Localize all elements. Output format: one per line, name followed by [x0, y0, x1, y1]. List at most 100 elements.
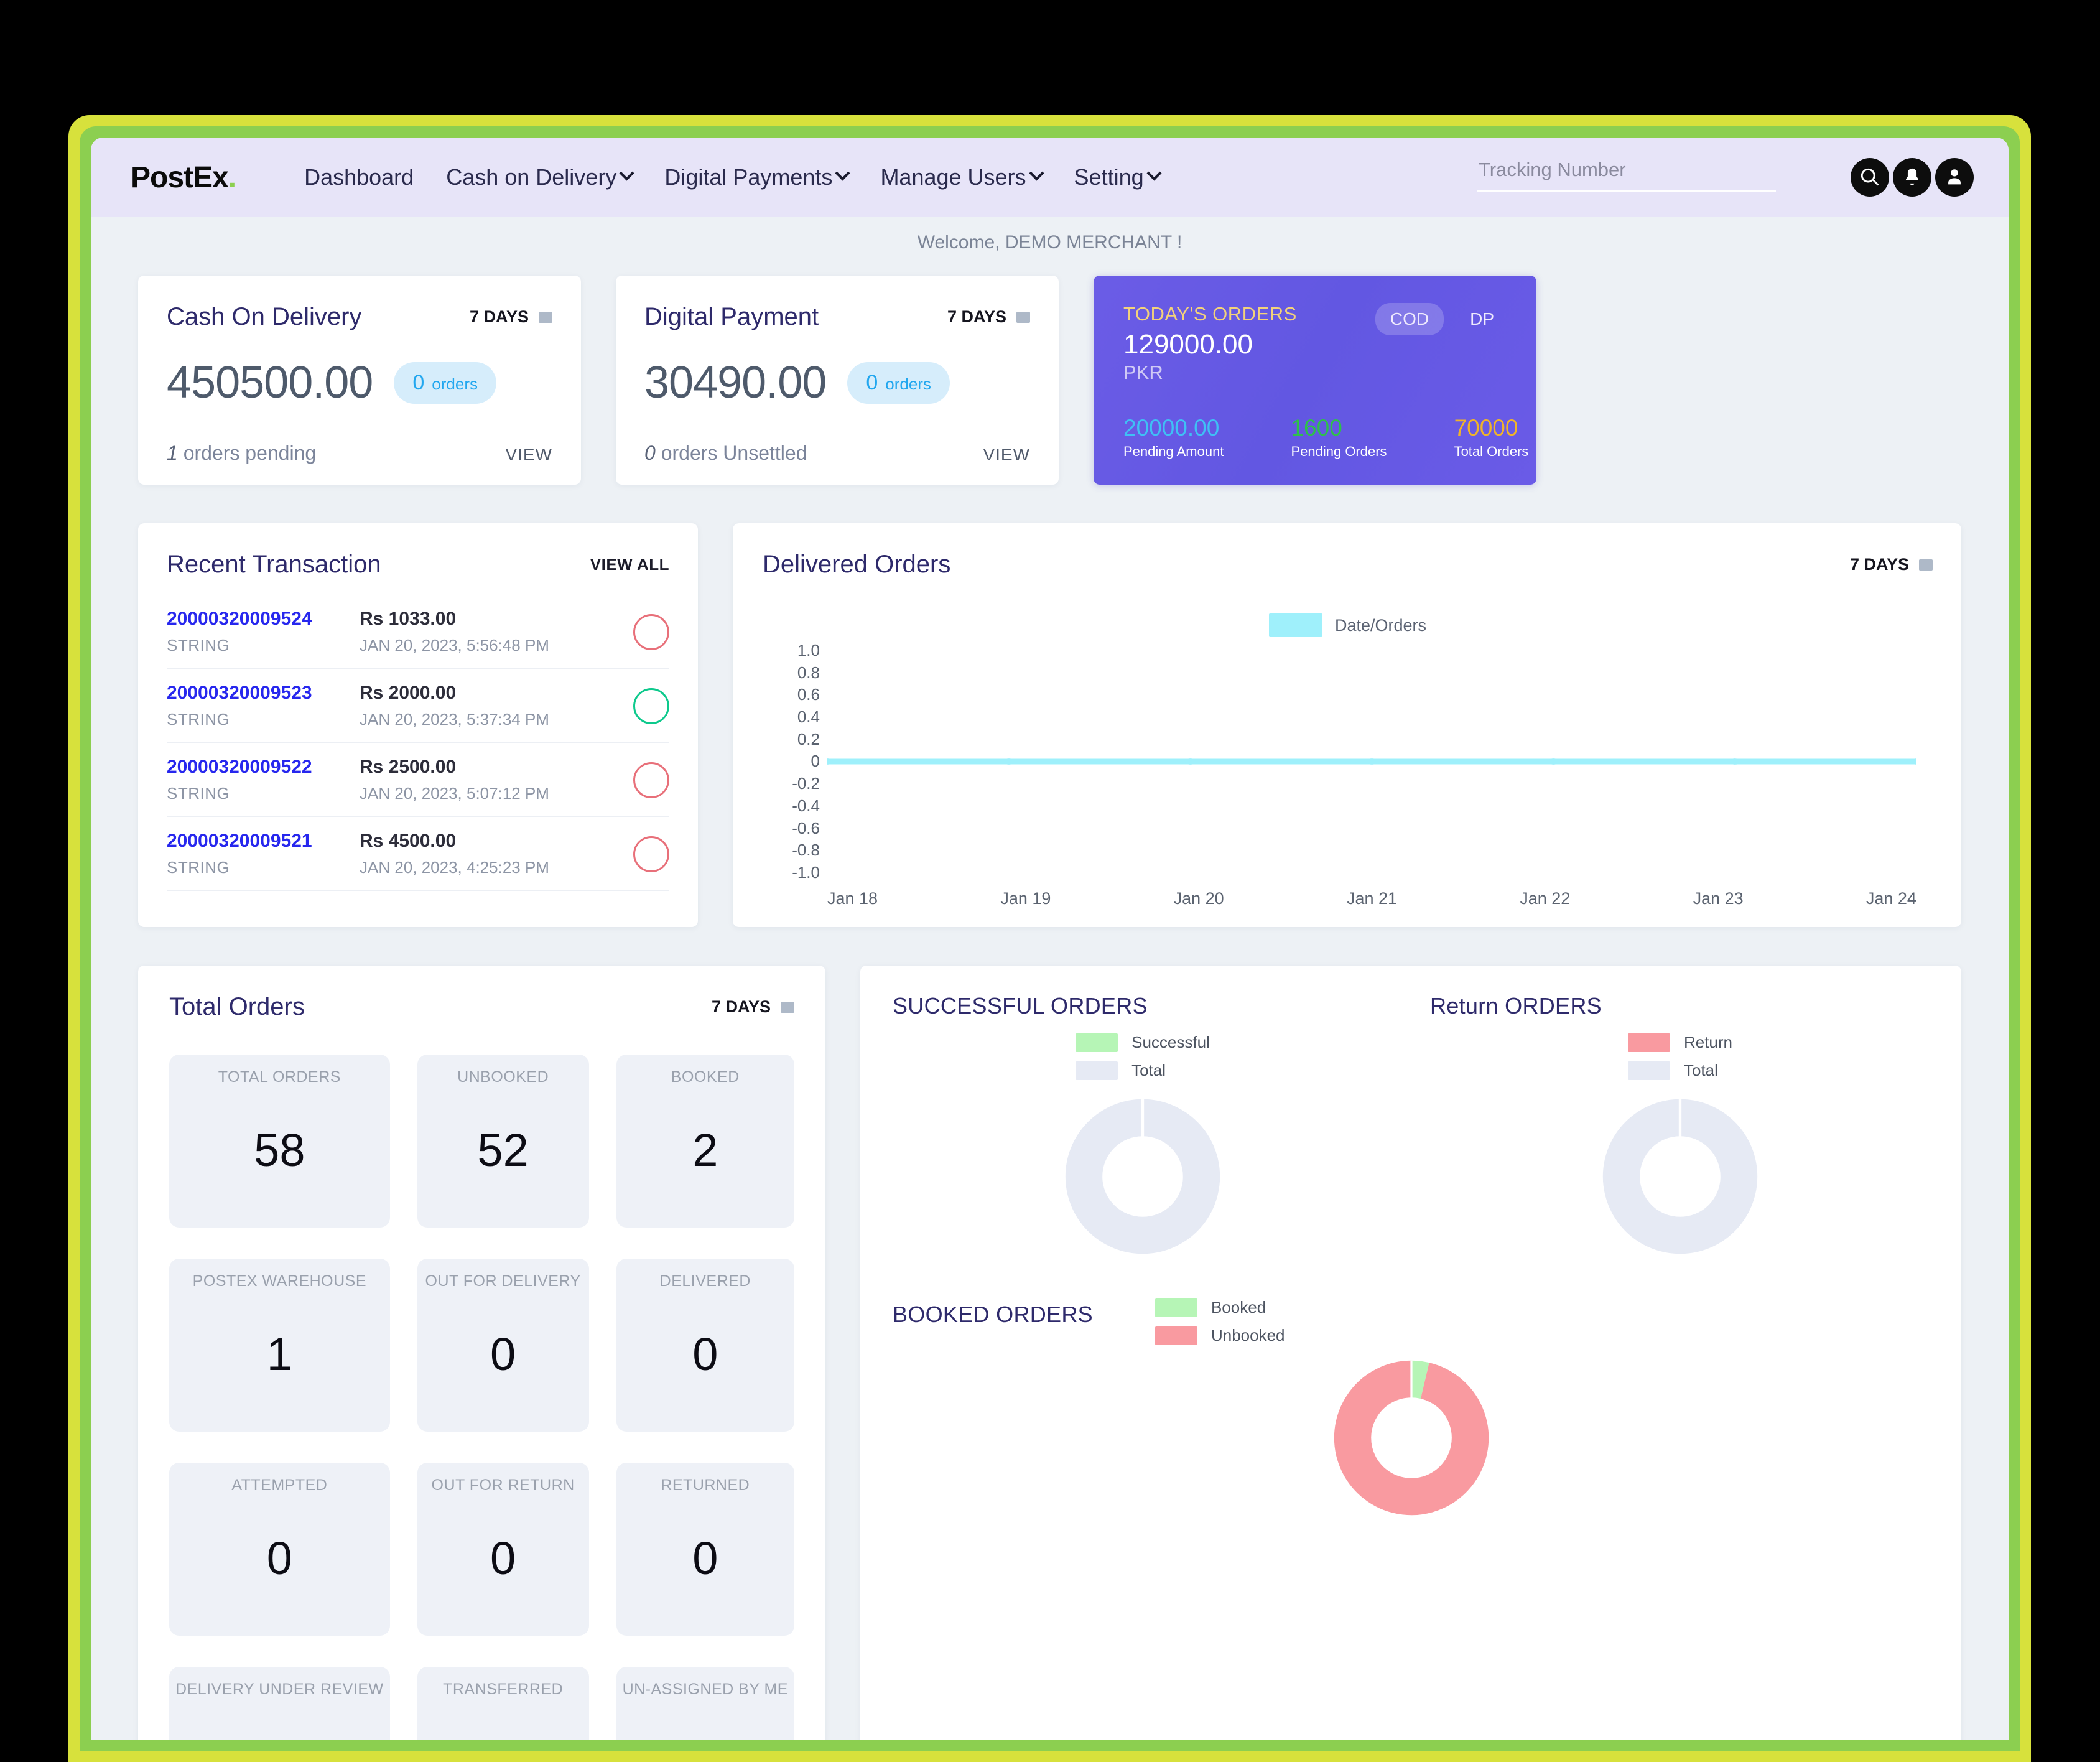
total-orders-header: Total Orders 7 DAYS	[169, 993, 794, 1021]
tracking-number-input[interactable]	[1477, 156, 1776, 192]
tile-label: UN-ASSIGNED BY ME	[622, 1680, 788, 1698]
cod-card-title: Cash On Delivery	[167, 303, 362, 330]
total-orders-title: Total Orders	[169, 993, 305, 1020]
transaction-datetime: JAN 20, 2023, 5:07:12 PM	[360, 784, 549, 803]
legend-swatch-total	[1076, 1061, 1118, 1080]
payment-type-toggle: COD DP	[1375, 303, 1509, 335]
dp-card-header: Digital Payment 7 DAYS	[644, 303, 1030, 331]
stat-label: Pending Orders	[1291, 444, 1387, 459]
legend-swatch-date-orders	[1268, 613, 1322, 637]
donut-pair-row: SUCCESSFUL ORDERS Successful Total	[893, 993, 1930, 1261]
y-tick: -0.2	[792, 774, 820, 793]
transaction-amount: Rs 4500.00	[360, 831, 457, 851]
dp-range-selector[interactable]: 7 DAYS	[947, 307, 1030, 327]
tile-label: DELIVERED	[659, 1272, 751, 1290]
tile-returned[interactable]: RETURNED 0	[616, 1463, 794, 1636]
tile-delivery-under-review[interactable]: DELIVERY UNDER REVIEW0	[169, 1667, 390, 1740]
top-navigation-bar: PostEx. Dashboard Cash on Delivery Digit…	[91, 138, 2009, 217]
transaction-tracking-id[interactable]: 20000320009521	[167, 831, 312, 851]
transaction-tracking-id[interactable]: 20000320009522	[167, 757, 312, 777]
tile-un-assigned-by-me[interactable]: UN-ASSIGNED BY ME3	[616, 1667, 794, 1740]
cod-orders-unit: orders	[432, 374, 478, 393]
legend-swatch-return	[1627, 1033, 1670, 1052]
donut-svg	[1065, 1099, 1220, 1254]
tile-value: 0	[490, 1328, 516, 1380]
tile-delivered[interactable]: DELIVERED 0	[616, 1259, 794, 1432]
return-orders-chart: Return ORDERS Return Total	[1430, 993, 1930, 1261]
view-all-link[interactable]: VIEW ALL	[590, 555, 669, 574]
table-row[interactable]: 20000320009522 STRING Rs 2500.00 JAN 20,…	[167, 743, 669, 817]
tile-transferred[interactable]: TRANSFERRED0	[417, 1667, 589, 1740]
return-orders-title: Return ORDERS	[1430, 993, 1602, 1019]
stat-value: 1600	[1291, 415, 1342, 441]
transaction-id-cell: 20000320009523 STRING	[167, 683, 360, 729]
tile-label: OUT FOR RETURN	[431, 1476, 575, 1494]
stat-value: 20000.00	[1123, 415, 1220, 441]
cod-view-link[interactable]: VIEW	[505, 445, 552, 464]
tile-label: POSTEX WAREHOUSE	[192, 1272, 366, 1290]
nav-menu: Dashboard Cash on Delivery Digital Payme…	[304, 164, 1162, 190]
booked-orders-donut	[893, 1354, 1930, 1522]
transaction-amount: Rs 2500.00	[360, 757, 457, 777]
tile-out-for-delivery[interactable]: OUT FOR DELIVERY 0	[417, 1259, 589, 1432]
y-tick: 0.8	[797, 663, 820, 682]
nav-label: Cash on Delivery	[446, 164, 617, 190]
orders-donuts-card: SUCCESSFUL ORDERS Successful Total	[860, 966, 1961, 1740]
transaction-tracking-id[interactable]: 20000320009524	[167, 608, 312, 629]
legend-item-total: Total	[1627, 1061, 1718, 1080]
cod-range-selector[interactable]: 7 DAYS	[470, 307, 552, 327]
orders-donuts-row: Total Orders 7 DAYS TOTAL ORDERS 58 UNBOO…	[138, 966, 1961, 1740]
nav-label: Setting	[1074, 164, 1144, 190]
user-account-icon[interactable]	[1935, 158, 1974, 197]
return-orders-legend: Return Total	[1627, 1033, 1732, 1080]
todays-orders-summary: TODAY'S ORDERS 129000.00 PKR	[1123, 303, 1297, 384]
x-tick: Jan 20	[1173, 889, 1224, 908]
nav-item-cash-on-delivery[interactable]: Cash on Delivery	[446, 164, 634, 190]
stat-total-orders: 70000 Total Orders	[1454, 416, 1529, 460]
todays-orders-stats: 20000.00 Pending Amount 1600 Pending Ord…	[1123, 416, 1528, 460]
nav-item-digital-payments[interactable]: Digital Payments	[664, 164, 850, 190]
tile-postex-warehouse[interactable]: POSTEX WAREHOUSE 1	[169, 1259, 390, 1432]
legend-label-unbooked: Unbooked	[1210, 1326, 1285, 1345]
total-orders-range-selector[interactable]: 7 DAYS	[712, 997, 794, 1017]
transaction-type: STRING	[167, 858, 230, 877]
transactions-chart-row: Recent Transaction VIEW ALL 200003200095…	[138, 523, 1961, 927]
table-row[interactable]: 20000320009524 STRING Rs 1033.00 JAN 20,…	[167, 595, 669, 669]
legend-item-unbooked: Unbooked	[1155, 1326, 1285, 1345]
metrics-row: Cash On Delivery 7 DAYS 450500.00 0 orde…	[138, 276, 1961, 485]
tile-out-for-return[interactable]: OUT FOR RETURN 0	[417, 1463, 589, 1636]
dp-card-footer: 0 orders Unsettled VIEW	[644, 442, 1030, 465]
tile-label: RETURNED	[661, 1476, 750, 1494]
tile-booked[interactable]: BOOKED 2	[616, 1055, 794, 1228]
tile-value: 3	[692, 1699, 718, 1740]
table-row[interactable]: 20000320009521 STRING Rs 4500.00 JAN 20,…	[167, 817, 669, 891]
dp-view-link[interactable]: VIEW	[983, 445, 1030, 464]
notification-bell-icon[interactable]	[1893, 158, 1931, 197]
app-viewport: PostEx. Dashboard Cash on Delivery Digit…	[91, 138, 2009, 1740]
nav-item-dashboard[interactable]: Dashboard	[304, 164, 414, 190]
tile-unbooked[interactable]: UNBOOKED 52	[417, 1055, 589, 1228]
tile-value: 2	[692, 1124, 718, 1176]
tile-value: 0	[490, 1699, 516, 1740]
search-icon[interactable]	[1851, 158, 1889, 197]
y-tick: 0.6	[797, 685, 820, 704]
tile-total-orders[interactable]: TOTAL ORDERS 58	[169, 1055, 390, 1228]
dropdown-square-icon	[781, 1001, 794, 1013]
transaction-type: STRING	[167, 636, 230, 655]
transaction-tracking-id[interactable]: 20000320009523	[167, 683, 312, 703]
tile-attempted[interactable]: ATTEMPTED 0	[169, 1463, 390, 1636]
delivered-orders-range-selector[interactable]: 7 DAYS	[1850, 555, 1933, 574]
recent-transaction-card: Recent Transaction VIEW ALL 200003200095…	[138, 523, 698, 927]
toggle-cod[interactable]: COD	[1375, 303, 1444, 335]
table-row[interactable]: 20000320009523 STRING Rs 2000.00 JAN 20,…	[167, 669, 669, 743]
nav-item-setting[interactable]: Setting	[1074, 164, 1162, 190]
toggle-dp[interactable]: DP	[1470, 309, 1494, 329]
postex-logo[interactable]: PostEx.	[131, 161, 236, 195]
nav-item-manage-users[interactable]: Manage Users	[880, 164, 1044, 190]
tile-label: BOOKED	[671, 1068, 740, 1086]
logo-dot: .	[228, 161, 236, 194]
x-tick: Jan 19	[1000, 889, 1051, 908]
logo-text: PostEx	[131, 161, 229, 194]
cod-card-footer: 1 orders pending VIEW	[167, 442, 552, 465]
donut-svg	[1334, 1360, 1489, 1516]
